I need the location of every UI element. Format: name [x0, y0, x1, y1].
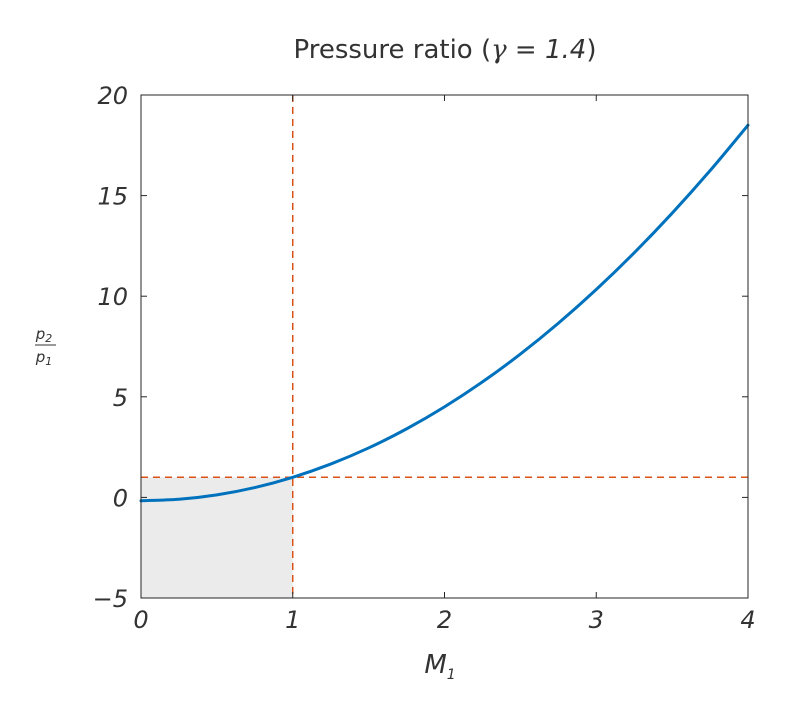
- y-tick-label: 5: [113, 384, 128, 412]
- y-tick-label: 10: [97, 283, 128, 311]
- y-tick-label: 15: [97, 183, 128, 211]
- ticks-layer: [140, 94, 749, 599]
- shaded-region-layer: [141, 477, 293, 598]
- y-axis-label-numerator: p2: [35, 325, 53, 345]
- y-tick-label: 0: [113, 484, 128, 512]
- y-tick-labels: −5 0 5 10 15 20: [93, 82, 128, 613]
- shaded-region: [141, 477, 293, 598]
- y-axis-label-denominator: p1: [35, 348, 53, 368]
- y-axis-label: p2 p1: [35, 325, 56, 368]
- y-tick-label: −5: [93, 585, 128, 613]
- x-tick-label: 1: [285, 606, 300, 634]
- x-axis-label: M1: [424, 650, 455, 683]
- series-layer: [139, 123, 750, 503]
- x-tick-label: 0: [133, 606, 148, 634]
- y-tick-label: 20: [97, 82, 128, 110]
- x-tick-label: 3: [589, 606, 604, 634]
- reference-lines-layer: [141, 95, 748, 598]
- series-line: [139, 123, 750, 503]
- x-tick-label: 2: [437, 606, 452, 634]
- x-tick-label: 4: [740, 606, 755, 634]
- x-tick-labels: 0 1 2 3 4: [133, 606, 755, 634]
- chart-title: Pressure ratio (γ = 1.4): [293, 35, 596, 65]
